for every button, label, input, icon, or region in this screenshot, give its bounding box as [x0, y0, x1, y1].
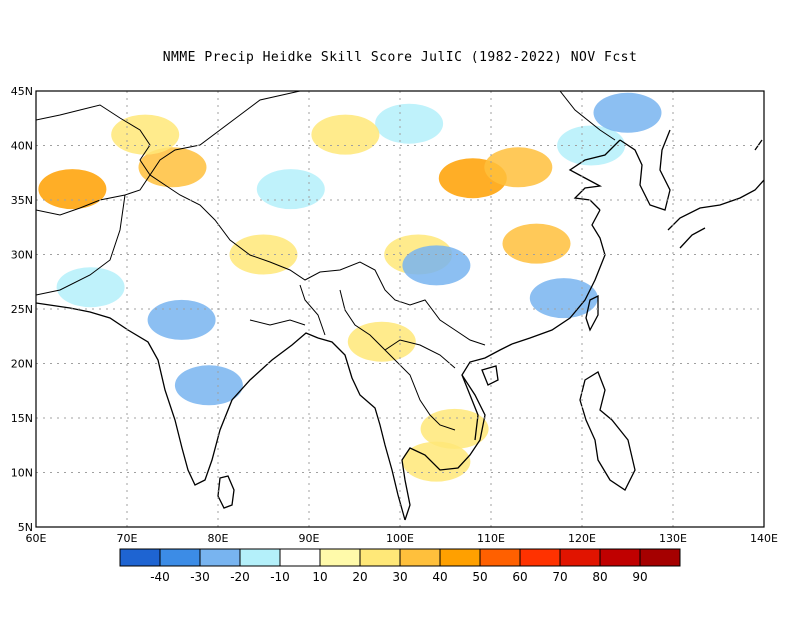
lon-label: 110E [477, 532, 505, 545]
philippines-coastline [579, 371, 636, 491]
lat-label: 30N [11, 249, 33, 262]
skill-patch [38, 169, 107, 210]
lat-label: 20N [11, 358, 33, 371]
lon-label: 70E [117, 532, 138, 545]
korea-coastline [619, 129, 671, 211]
colorbar-label: 50 [472, 570, 487, 584]
skill-patch [529, 278, 598, 319]
skill-patch [174, 365, 243, 406]
colorbar-swatch [519, 548, 561, 567]
skill-patch [420, 408, 489, 449]
myanmar-coastline [317, 337, 406, 521]
colorbar-label: 40 [432, 570, 447, 584]
lat-label: 15N [11, 412, 33, 425]
vietnam-coastline [461, 374, 479, 441]
skill-patch [502, 223, 571, 264]
colorbar-swatch [599, 548, 641, 567]
lat-label: 40N [11, 140, 33, 153]
colorbar-label: 60 [512, 570, 527, 584]
score-shading [38, 92, 662, 482]
hainan-coastline [481, 365, 499, 386]
colorbar-swatch [439, 548, 481, 567]
colorbar-swatch [479, 548, 521, 567]
japan-coastline [667, 139, 764, 249]
lon-label: 100E [386, 532, 414, 545]
skill-patch [593, 92, 662, 133]
country-borders [36, 91, 616, 431]
skill-patch [138, 147, 207, 188]
lon-label: 60E [26, 532, 47, 545]
colorbar-label: 70 [552, 570, 567, 584]
map-frame [35, 90, 765, 528]
lat-label: 5N [18, 521, 33, 534]
colorbar-label: -20 [230, 570, 250, 584]
skill-patch [56, 267, 125, 308]
skill-patch [311, 114, 380, 155]
lat-label: 25N [11, 303, 33, 316]
skill-patch [147, 299, 216, 340]
colorbar-swatch [279, 548, 321, 567]
lat-label: 10N [11, 467, 33, 480]
lon-label: 120E [568, 532, 596, 545]
skill-patch [375, 103, 444, 144]
skill-patch [256, 169, 325, 210]
colorbar-label: 90 [632, 570, 647, 584]
colorbar-swatch [159, 548, 201, 567]
grid-lines [36, 91, 764, 527]
skill-patch [402, 441, 471, 482]
colorbar-swatch [399, 548, 441, 567]
colorbar-swatch [119, 548, 161, 567]
colorbar-label: -40 [150, 570, 170, 584]
map-title: NMME Precip Heidke Skill Score JulIC (19… [162, 50, 638, 65]
china-north-coastline [568, 139, 621, 211]
india-coastline [36, 302, 319, 486]
coastlines-borders [36, 91, 764, 521]
lon-labels: 60E 70E 80E 90E 100E 110E 120E 130E 140E [26, 532, 778, 545]
lon-label: 80E [208, 532, 229, 545]
lat-labels: 5N 10N 15N 20N 25N 30N 35N 40N 45N [11, 85, 33, 534]
lon-label: 130E [659, 532, 687, 545]
colorbar-label: -30 [190, 570, 210, 584]
lon-label: 140E [750, 532, 778, 545]
colorbar-swatch [319, 548, 361, 567]
colorbar-swatch [359, 548, 401, 567]
lat-label: 35N [11, 194, 33, 207]
colorbar-swatch [639, 548, 681, 567]
indochina-coastline [401, 343, 513, 521]
colorbar-swatch [239, 548, 281, 567]
skill-patch [484, 147, 553, 188]
colorbar-label: 30 [392, 570, 407, 584]
china-south-coastline [511, 209, 606, 345]
skill-patch [402, 245, 471, 286]
lat-label: 45N [11, 85, 33, 98]
taiwan-coastline [585, 294, 599, 332]
sri-lanka-coastline [217, 475, 235, 509]
colorbar-label: 20 [352, 570, 367, 584]
colorbar-label: 80 [592, 570, 607, 584]
lon-label: 90E [299, 532, 320, 545]
colorbar: -40 -30 -20 -10 10 20 30 40 50 60 70 80 90 [119, 548, 681, 584]
colorbar-swatch [199, 548, 241, 567]
skill-patch [111, 114, 180, 155]
colorbar-swatch [559, 548, 601, 567]
colorbar-label: 10 [312, 570, 327, 584]
skill-patch [229, 234, 298, 275]
colorbar-label: -10 [270, 570, 290, 584]
